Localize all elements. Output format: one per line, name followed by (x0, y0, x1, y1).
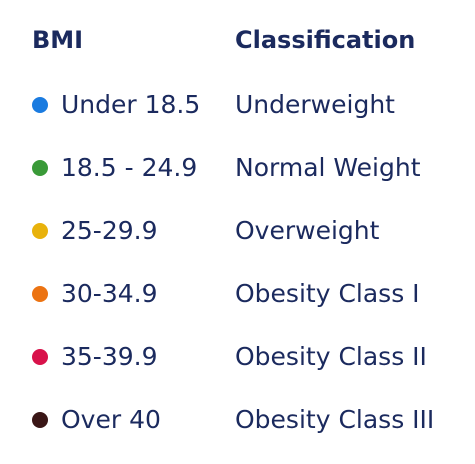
table-row: Under 18.5 Underweight (0, 85, 475, 125)
classification-label: Overweight (235, 216, 380, 245)
bmi-range: Under 18.5 (61, 90, 201, 119)
bmi-range: 35-39.9 (61, 342, 158, 371)
status-dot-icon (32, 349, 48, 365)
table-row: 35-39.9 Obesity Class II (0, 337, 475, 377)
table-row: 25-29.9 Overweight (0, 211, 475, 251)
table-row: 18.5 - 24.9 Normal Weight (0, 148, 475, 188)
status-dot-icon (32, 412, 48, 428)
status-dot-icon (32, 223, 48, 239)
classification-label: Obesity Class I (235, 279, 420, 308)
status-dot-icon (32, 97, 48, 113)
bmi-range: 30-34.9 (61, 279, 158, 308)
status-dot-icon (32, 160, 48, 176)
table-row: 30-34.9 Obesity Class I (0, 274, 475, 314)
status-dot-icon (32, 286, 48, 302)
table-header: BMI Classification (0, 20, 475, 60)
bmi-column-header: BMI (32, 26, 84, 54)
classification-label: Underweight (235, 90, 395, 119)
table-row: Over 40 Obesity Class III (0, 400, 475, 440)
bmi-range: 25-29.9 (61, 216, 158, 245)
bmi-range: 18.5 - 24.9 (61, 153, 198, 182)
classification-label: Normal Weight (235, 153, 421, 182)
classification-label: Obesity Class III (235, 405, 435, 434)
classification-column-header: Classification (235, 26, 416, 54)
bmi-range: Over 40 (61, 405, 161, 434)
classification-label: Obesity Class II (235, 342, 427, 371)
